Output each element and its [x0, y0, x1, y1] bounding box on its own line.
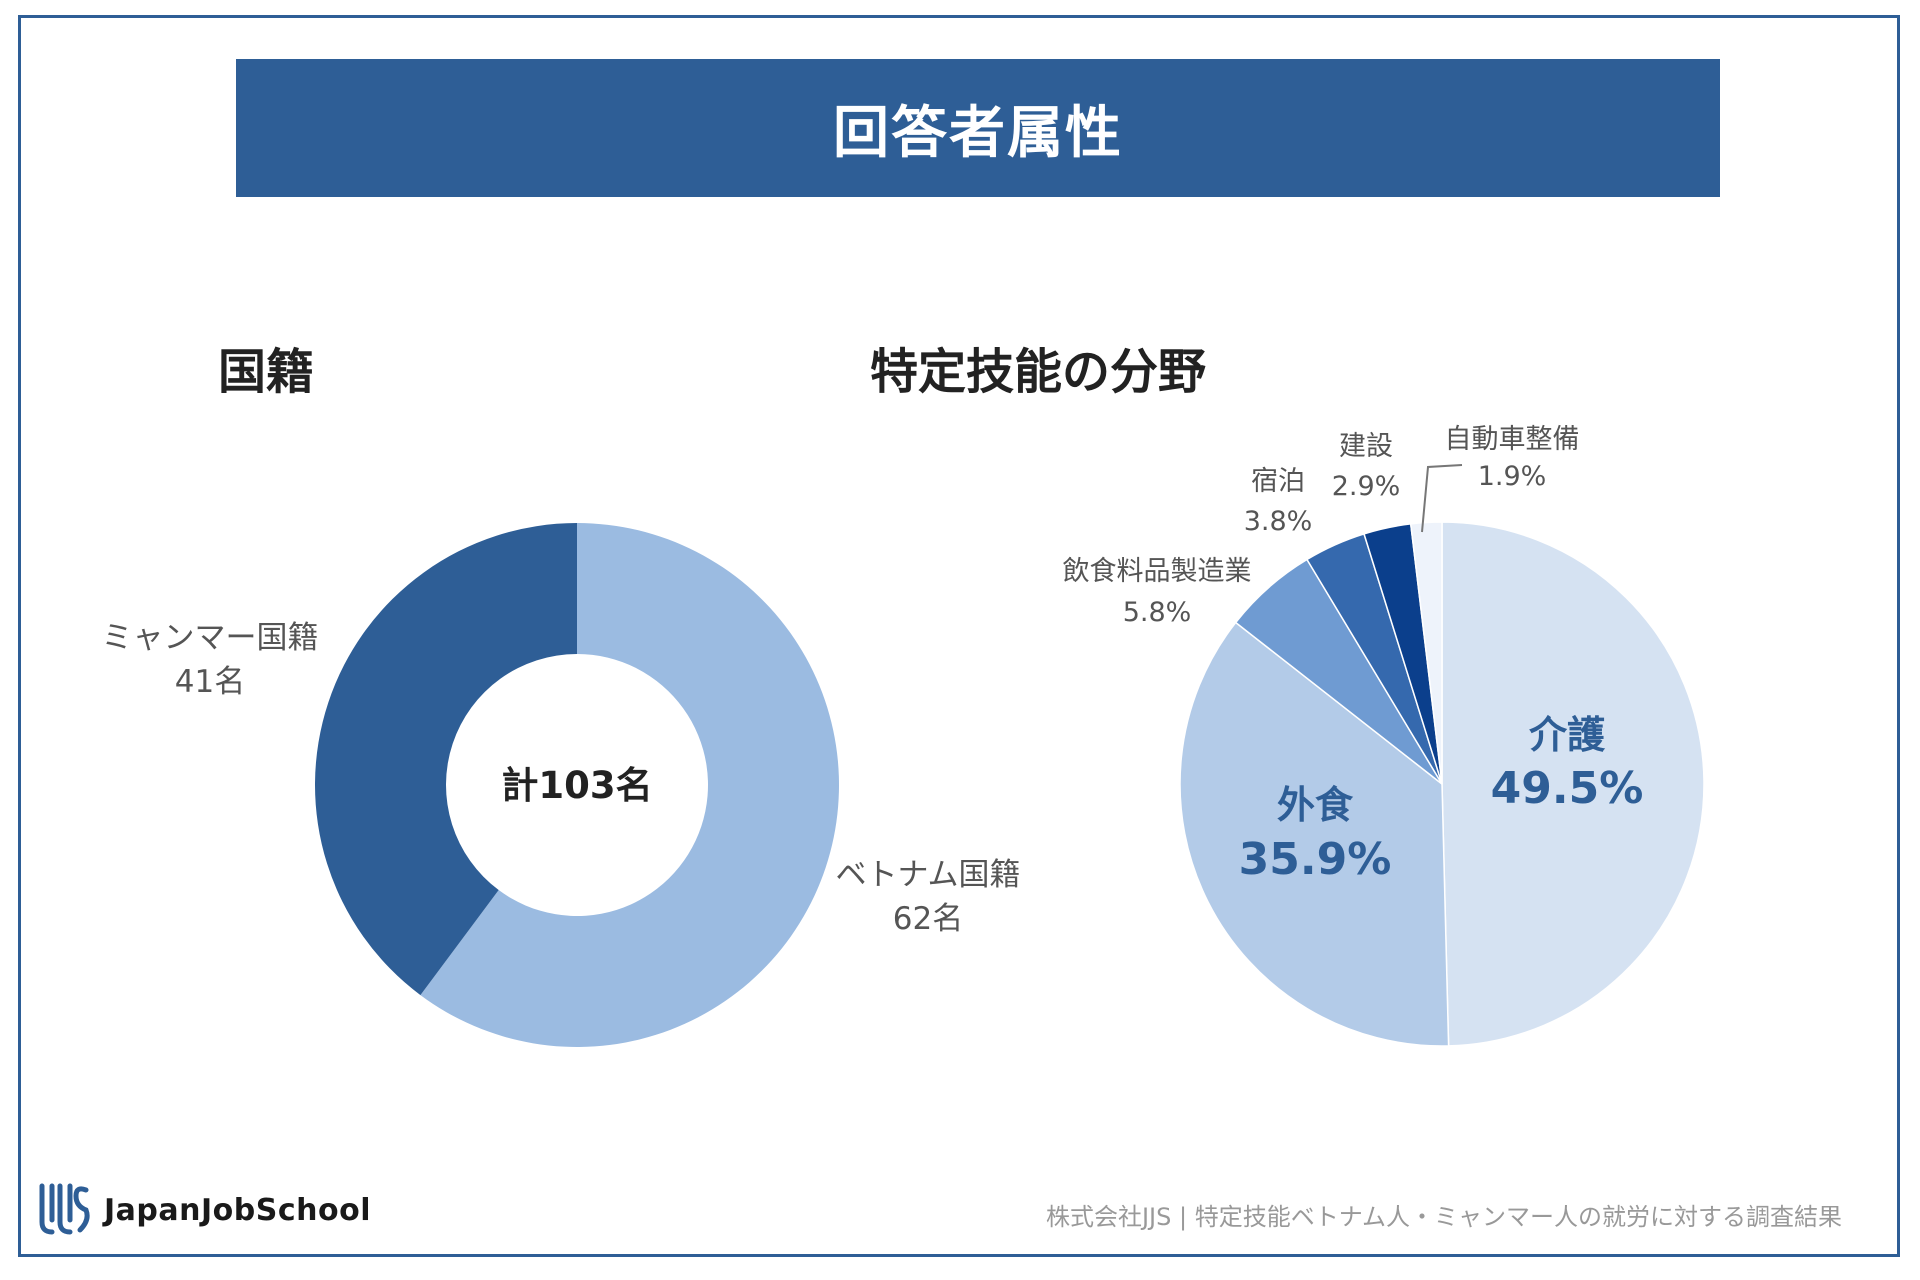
pie-label-auto-value: 1.9% [1478, 461, 1547, 492]
pie-slice-auto-maintenance [1409, 521, 1443, 785]
pie-leader-line-auto [1421, 464, 1463, 533]
footer-note: 株式会社JJS | 特定技能ベトナム人・ミャンマー人の就労に対する調査結果 [1045, 1203, 1842, 1231]
field-pie-chart: 介護 49.5% 外食 35.9% 飲食料品製造業 5.8% 宿泊 3.8% 建… [1063, 424, 1705, 1047]
jjs-logo-icon [39, 1183, 90, 1235]
pie-label-gaishoku-name: 外食 [1277, 783, 1354, 827]
donut-label-myanmar-value: 41名 [175, 664, 245, 700]
donut-label-vietnam-value: 62名 [893, 901, 963, 937]
pie-label-construction-name: 建設 [1339, 431, 1393, 462]
pie-label-kaigo-name: 介護 [1529, 713, 1606, 757]
title-banner: 回答者属性 [236, 59, 1720, 197]
donut-center-label: 計103名 [501, 764, 652, 807]
donut-slice-vietnam [420, 523, 839, 1047]
page-frame [18, 15, 1900, 1257]
nationality-chart-title: 国籍 [218, 344, 315, 400]
pie-label-auto-name: 自動車整備 [1445, 424, 1580, 455]
nationality-donut-chart: 計103名 ミャンマー国籍 41名 ベトナム国籍 62名 [102, 523, 1021, 1047]
donut-label-vietnam-name: ベトナム国籍 [835, 857, 1020, 893]
pie-label-lodging-name: 宿泊 [1251, 466, 1305, 497]
page-title: 回答者属性 [833, 100, 1123, 166]
pie-label-food-name: 飲食料品製造業 [1063, 556, 1252, 587]
donut-slice-myanmar [314, 523, 577, 996]
logo-text: JapanJobSchool [104, 1192, 371, 1228]
pie-label-food-value: 5.8% [1123, 597, 1192, 628]
donut-label-myanmar-name: ミャンマー国籍 [102, 620, 319, 656]
pie-label-construction-value: 2.9% [1332, 471, 1401, 502]
pie-slice-kaigo [1441, 521, 1705, 1047]
pie-label-lodging-value: 3.8% [1244, 506, 1313, 537]
field-chart-title: 特定技能の分野 [870, 344, 1207, 400]
company-logo: JapanJobSchool [34, 1180, 371, 1240]
pie-label-kaigo-value: 49.5% [1491, 763, 1644, 814]
pie-slice-gaishoku [1179, 621, 1450, 1047]
pie-label-gaishoku-value: 35.9% [1239, 834, 1392, 885]
